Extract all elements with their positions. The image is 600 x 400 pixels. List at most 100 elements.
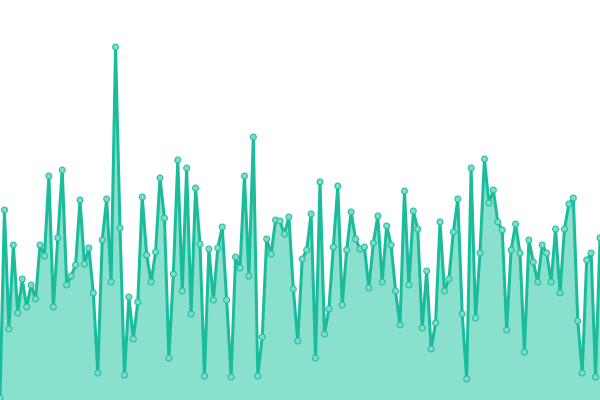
- data-points: [0, 43, 600, 400]
- data-point: [120, 371, 128, 379]
- data-point: [489, 186, 497, 194]
- data-point: [405, 281, 413, 289]
- data-point: [432, 319, 440, 327]
- data-point: [516, 249, 524, 257]
- data-point: [458, 310, 466, 318]
- series-line: [0, 45, 600, 399]
- data-point: [312, 354, 320, 362]
- data-point: [507, 246, 515, 254]
- data-point: [232, 253, 240, 261]
- data-point: [414, 225, 422, 233]
- data-point: [178, 287, 186, 295]
- data-point: [85, 244, 93, 252]
- data-point: [94, 369, 102, 377]
- data-point: [525, 236, 533, 244]
- data-point: [503, 326, 511, 334]
- data-point: [303, 246, 311, 254]
- data-point: [325, 305, 333, 313]
- data-point: [289, 285, 297, 293]
- data-point: [27, 281, 35, 289]
- data-point: [76, 196, 84, 204]
- data-point: [58, 166, 66, 174]
- data-point: [169, 270, 177, 278]
- data-point: [360, 243, 368, 251]
- data-point: [307, 210, 315, 218]
- data-point: [156, 174, 164, 182]
- data-point: [583, 256, 591, 264]
- data-point: [467, 164, 475, 172]
- data-point: [418, 324, 426, 332]
- data-point: [329, 243, 337, 251]
- data-point: [36, 241, 44, 249]
- data-point: [472, 314, 480, 322]
- data-point: [423, 267, 431, 275]
- data-point: [209, 296, 217, 304]
- data-point: [374, 212, 382, 220]
- data-point: [138, 193, 146, 201]
- data-point: [578, 369, 586, 377]
- data-point: [520, 348, 528, 356]
- data-point: [40, 252, 48, 260]
- data-point: [476, 249, 484, 257]
- data-point: [107, 278, 115, 286]
- data-point: [320, 330, 328, 338]
- data-point: [512, 220, 520, 228]
- data-point: [298, 255, 306, 263]
- data-point: [18, 275, 26, 283]
- data-point: [369, 239, 377, 247]
- data-point: [254, 372, 262, 380]
- data-point: [174, 156, 182, 164]
- data-point: [560, 225, 568, 233]
- data-point: [552, 225, 560, 233]
- data-point: [596, 234, 600, 242]
- data-point: [396, 321, 404, 329]
- data-point: [134, 298, 142, 306]
- data-point: [187, 310, 195, 318]
- data-point: [23, 303, 31, 311]
- data-point: [569, 194, 577, 202]
- data-point: [498, 226, 506, 234]
- data-point: [294, 337, 302, 345]
- data-point: [280, 230, 288, 238]
- data-point: [258, 333, 266, 341]
- data-point: [249, 133, 257, 141]
- data-point: [152, 248, 160, 256]
- data-point: [427, 345, 435, 353]
- data-point: [125, 293, 133, 301]
- data-point: [285, 213, 293, 221]
- data-point: [547, 278, 555, 286]
- data-point: [556, 289, 564, 297]
- data-point: [160, 214, 168, 222]
- data-point: [316, 178, 324, 186]
- data-point: [365, 284, 373, 292]
- data-point: [565, 200, 573, 208]
- data-point: [0, 394, 4, 400]
- data-point: [45, 172, 53, 180]
- data-point: [574, 317, 582, 325]
- data-point: [276, 217, 284, 225]
- data-point: [32, 295, 40, 303]
- data-point: [245, 272, 253, 280]
- data-point: [538, 241, 546, 249]
- data-point: [440, 287, 448, 295]
- data-point: [343, 246, 351, 254]
- data-point: [5, 325, 13, 333]
- data-point: [49, 303, 57, 311]
- data-point: [129, 335, 137, 343]
- data-point: [147, 278, 155, 286]
- data-point: [98, 236, 106, 244]
- data-point: [352, 235, 360, 243]
- data-point: [236, 264, 244, 272]
- data-point: [263, 235, 271, 243]
- data-point: [205, 245, 213, 253]
- data-point: [112, 43, 120, 51]
- data-point: [534, 278, 542, 286]
- data-point: [89, 289, 97, 297]
- data-point: [338, 301, 346, 309]
- data-point: [529, 258, 537, 266]
- data-point: [223, 296, 231, 304]
- data-point: [218, 223, 226, 231]
- data-point: [165, 354, 173, 362]
- data-point: [227, 373, 235, 381]
